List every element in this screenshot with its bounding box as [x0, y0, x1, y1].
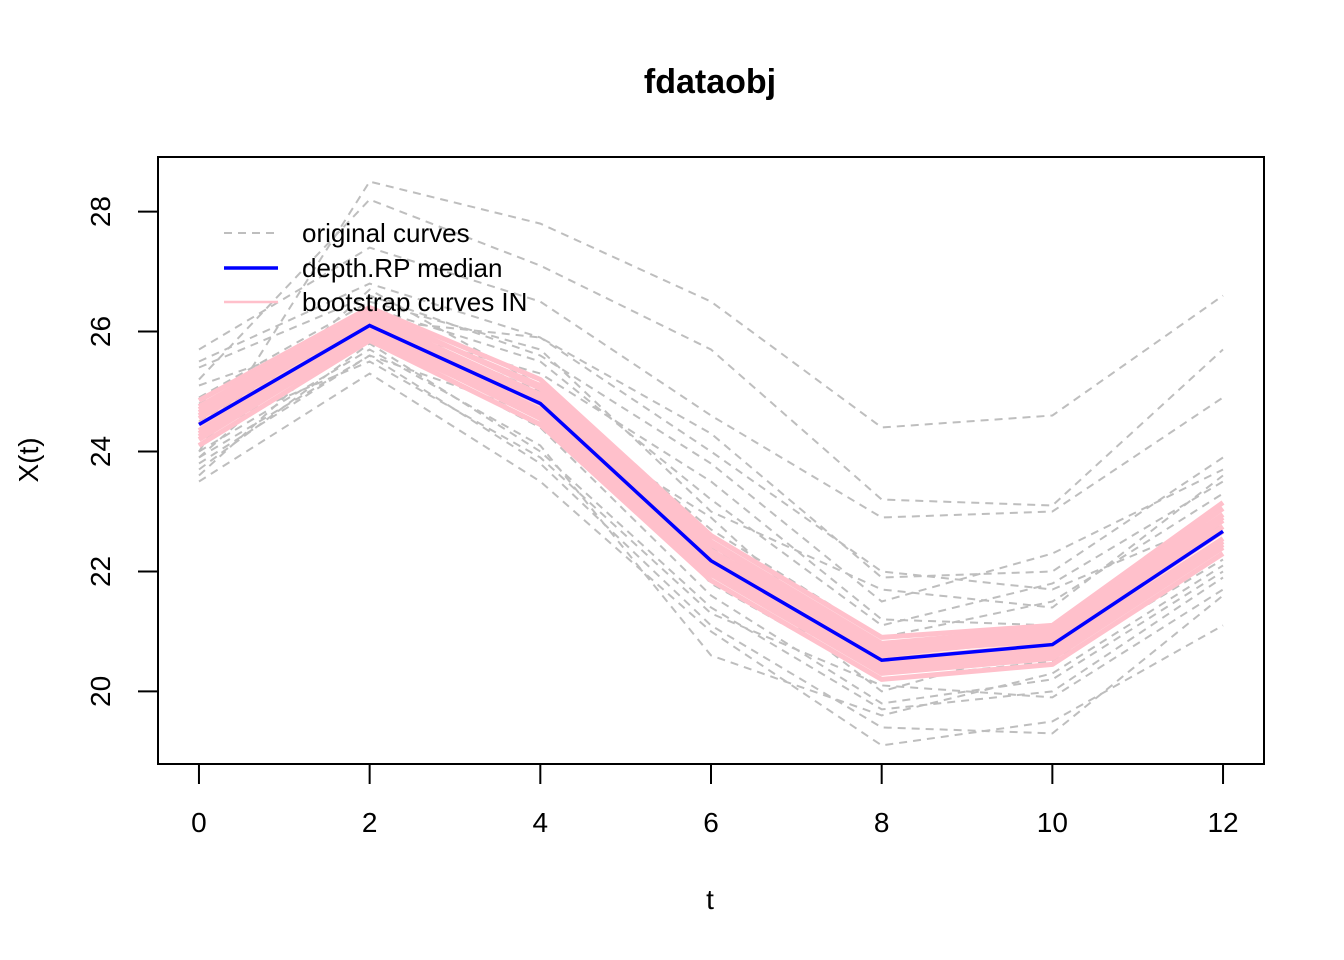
original-curve-15 [198, 360, 1224, 699]
x-tick-label-10: 10 [1037, 807, 1068, 838]
x-tick-label-2: 2 [362, 807, 378, 838]
bootstrap-curve-12 [197, 320, 1225, 655]
bootstrap-curve-8 [197, 317, 1225, 658]
x-axis: 0 2 4 6 8 10 12 [191, 763, 1239, 838]
original-curve-1 [198, 180, 1224, 453]
original-curve-16 [198, 300, 1224, 609]
bootstrap-curve-1 [197, 323, 1225, 663]
original-curve-14 [198, 324, 1224, 627]
bootstrap-curve-11 [197, 335, 1225, 673]
bootstrap-curve-3 [197, 332, 1225, 676]
bootstrap-curve-9 [197, 326, 1225, 667]
x-tick-label-12: 12 [1207, 807, 1238, 838]
legend: original curves depth.RP median bootstra… [224, 218, 527, 317]
y-tick-label-24: 24 [85, 436, 116, 467]
median-curve [198, 323, 1224, 662]
bootstrap-curve-2 [197, 311, 1225, 646]
curves-layer [197, 180, 1225, 747]
x-axis-title: t [706, 884, 714, 915]
legend-label-bootstrap: bootstrap curves IN [302, 287, 527, 317]
bootstrap-curve-4 [197, 305, 1225, 640]
original-curve-13 [198, 342, 1224, 711]
original-curve-7 [198, 288, 1224, 639]
original-curve-9 [198, 372, 1224, 747]
original-curve-17 [198, 348, 1224, 717]
original-curve-5 [198, 294, 1224, 603]
x-tick-label-4: 4 [533, 807, 549, 838]
y-tick-label-26: 26 [85, 316, 116, 347]
x-tick-label-8: 8 [874, 807, 890, 838]
x-tick-label-0: 0 [191, 807, 207, 838]
y-axis: 20 22 24 26 28 [85, 196, 159, 707]
plot-area-frame [157, 156, 1265, 765]
bootstrap-curve-10 [197, 308, 1225, 649]
legend-label-median: depth.RP median [302, 253, 502, 283]
x-tick-label-6: 6 [703, 807, 719, 838]
original-curve-3 [198, 246, 1224, 519]
original-curve-18 [198, 282, 1224, 591]
original-curve-2 [198, 198, 1224, 507]
y-tick-label-20: 20 [85, 676, 116, 707]
y-axis-title: X(t) [13, 437, 44, 482]
y-tick-label-22: 22 [85, 556, 116, 587]
bootstrap-curve-6 [197, 314, 1225, 652]
chart-title: fdataobj [644, 63, 776, 101]
y-tick-label-28: 28 [85, 196, 116, 227]
bootstrap-curve-5 [197, 338, 1225, 682]
legend-label-original-curves: original curves [302, 218, 470, 248]
